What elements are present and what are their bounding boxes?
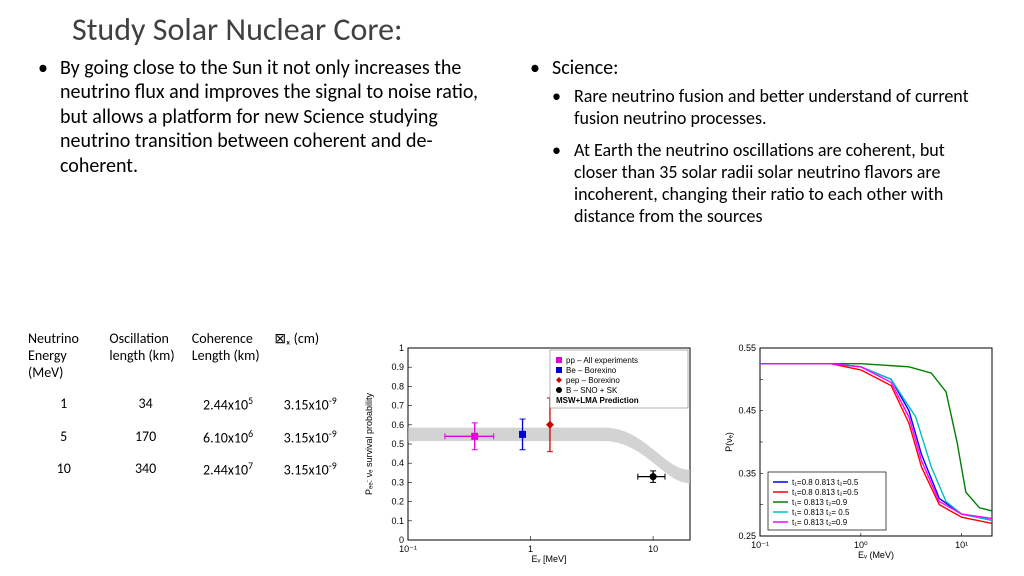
survival-probability-chart: 00.10.20.30.40.50.60.70.80.9110⁻¹110pp –… [360, 340, 700, 566]
col-header: Coherence Length (km) [190, 328, 271, 391]
svg-text:0.8: 0.8 [391, 381, 404, 391]
svg-text:Eᵥ [MeV]: Eᵥ [MeV] [532, 554, 567, 564]
table-cell: 34 [107, 393, 187, 424]
svg-text:0.9: 0.9 [391, 362, 404, 372]
col-header: Neutrino Energy (MeV) [26, 328, 105, 391]
right-header: Science: [552, 56, 618, 80]
table-cell: 6.10x106 [190, 426, 271, 457]
svg-text:10⁻¹: 10⁻¹ [751, 540, 769, 550]
svg-text:10: 10 [648, 544, 658, 554]
svg-text:t₁= 0.813 t₂=0.9: t₁= 0.813 t₂=0.9 [792, 518, 848, 527]
right-sub-bullets: Rare neutrino fusion and better understa… [552, 86, 990, 228]
table-cell: 1 [26, 393, 105, 424]
table-header-row: Neutrino Energy (MeV) Oscillation length… [26, 328, 352, 391]
svg-text:B – SNO + SK: B – SNO + SK [566, 386, 618, 395]
col-header: ⊠ₓ (cm) [272, 328, 352, 391]
table-cell: 340 [107, 458, 187, 489]
svg-text:Eᵥ (MeV): Eᵥ (MeV) [858, 550, 894, 560]
table-row: 103402.44x1073.15x10-9 [26, 458, 352, 489]
table-row: 51706.10x1063.15x10-9 [26, 426, 352, 457]
table-cell: 10 [26, 458, 105, 489]
svg-text:10⁰: 10⁰ [854, 540, 868, 550]
svg-text:0.4: 0.4 [391, 458, 404, 468]
table-cell: 3.15x10-9 [272, 458, 352, 489]
table-cell: 2.44x105 [190, 393, 271, 424]
svg-text:0.3: 0.3 [391, 477, 404, 487]
right-bullets: Science: Rare neutrino fusion and better… [530, 56, 990, 228]
svg-text:0.7: 0.7 [391, 401, 404, 411]
table-cell: 5 [26, 426, 105, 457]
left-bullets: By going close to the Sun it not only in… [38, 56, 508, 178]
svg-text:1: 1 [528, 544, 533, 554]
table-cell: 170 [107, 426, 187, 457]
svg-text:t₁=0.8 0.813 t₂=0.5: t₁=0.8 0.813 t₂=0.5 [792, 478, 859, 487]
svg-text:0.2: 0.2 [391, 497, 404, 507]
bullet-item: Science: Rare neutrino fusion and better… [530, 56, 990, 228]
table-row: 1342.44x1053.15x10-9 [26, 393, 352, 424]
table-cell: 3.15x10-9 [272, 426, 352, 457]
svg-text:pp – All experiments: pp – All experiments [566, 356, 638, 365]
left-column: By going close to the Sun it not only in… [38, 56, 508, 186]
svg-text:1: 1 [399, 343, 404, 353]
svg-text:t₁=0.8 0.813 t₂=0.5: t₁=0.8 0.813 t₂=0.5 [792, 488, 859, 497]
svg-text:0.55: 0.55 [738, 343, 756, 353]
sub-bullet: At Earth the neutrino oscillations are c… [552, 140, 990, 228]
svg-text:Pₑₑ: νₑ survival probability: Pₑₑ: νₑ survival probability [364, 392, 374, 495]
svg-text:0.35: 0.35 [738, 468, 756, 478]
sub-bullet: Rare neutrino fusion and better understa… [552, 86, 990, 130]
svg-text:MSW+LMA Prediction: MSW+LMA Prediction [556, 396, 639, 405]
svg-text:P(νₑ): P(νₑ) [724, 432, 734, 452]
svg-text:10⁻¹: 10⁻¹ [399, 544, 417, 554]
svg-text:t₁= 0.813 t₂= 0.5: t₁= 0.813 t₂= 0.5 [792, 508, 850, 517]
col-header: Oscillation length (km) [107, 328, 187, 391]
table-cell: 3.15x10-9 [272, 393, 352, 424]
svg-text:pep – Borexino: pep – Borexino [566, 376, 620, 385]
svg-text:0.5: 0.5 [391, 439, 404, 449]
svg-text:Be – Borexino: Be – Borexino [566, 366, 617, 375]
svg-text:0.45: 0.45 [738, 406, 756, 416]
svg-text:0.6: 0.6 [391, 420, 404, 430]
svg-text:10¹: 10¹ [955, 540, 968, 550]
bullet-item: By going close to the Sun it not only in… [38, 56, 508, 178]
svg-text:0.1: 0.1 [391, 516, 404, 526]
page-title: Study Solar Nuclear Core: [72, 10, 403, 49]
right-column: Science: Rare neutrino fusion and better… [530, 56, 990, 238]
oscillation-curves-chart: 0.250.350.450.5510⁻¹10⁰10¹t₁=0.8 0.813 t… [720, 340, 1000, 566]
data-table: Neutrino Energy (MeV) Oscillation length… [24, 326, 354, 491]
table-cell: 2.44x107 [190, 458, 271, 489]
svg-text:t₁= 0.813 t₂=0.9: t₁= 0.813 t₂=0.9 [792, 498, 848, 507]
